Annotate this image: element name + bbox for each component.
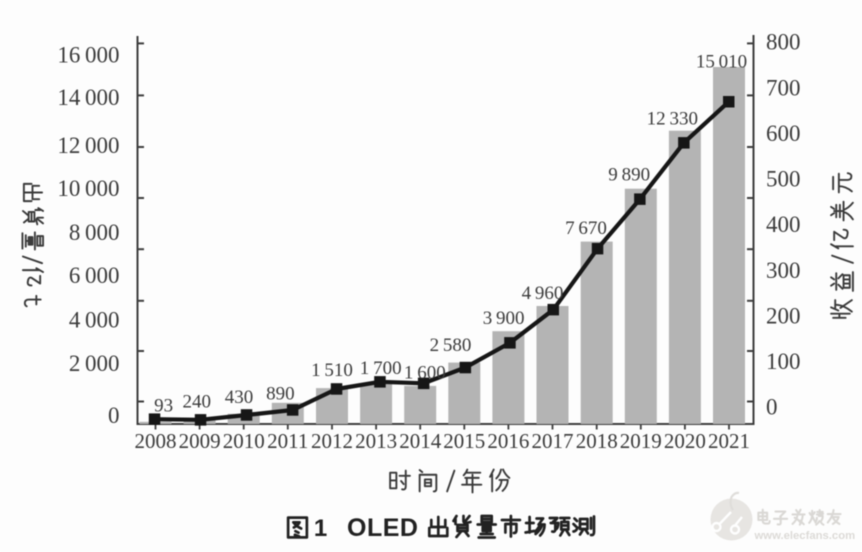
svg-text:200: 200 — [766, 303, 801, 328]
svg-text:4 960: 4 960 — [522, 283, 564, 304]
svg-text:2015: 2015 — [443, 429, 485, 453]
svg-text:1 600: 1 600 — [404, 363, 446, 384]
svg-text:0: 0 — [108, 403, 120, 428]
svg-text:2009: 2009 — [179, 429, 221, 453]
svg-text:15 010: 15 010 — [696, 51, 747, 72]
svg-text:400: 400 — [766, 212, 801, 237]
svg-text:3 900: 3 900 — [483, 308, 525, 329]
svg-text:14 000: 14 000 — [57, 85, 119, 110]
svg-text:2 580: 2 580 — [430, 335, 472, 356]
svg-text:2019: 2019 — [620, 429, 662, 453]
svg-text:2014: 2014 — [399, 429, 442, 453]
svg-text:6 000: 6 000 — [69, 263, 120, 288]
svg-text:2010: 2010 — [223, 429, 265, 453]
svg-text:2021: 2021 — [708, 429, 750, 453]
svg-text:800: 800 — [766, 30, 801, 55]
svg-text:240: 240 — [182, 392, 211, 413]
svg-text:2012: 2012 — [311, 429, 353, 453]
svg-text:2 000: 2 000 — [69, 351, 120, 376]
svg-text:1 510: 1 510 — [311, 360, 353, 381]
svg-text:16 000: 16 000 — [57, 43, 119, 68]
svg-text:600: 600 — [766, 121, 801, 146]
svg-text:7 670: 7 670 — [565, 218, 607, 239]
svg-text:2018: 2018 — [576, 429, 618, 453]
svg-text:2017: 2017 — [532, 429, 574, 453]
svg-text:500: 500 — [766, 167, 801, 192]
svg-text:890: 890 — [266, 384, 295, 405]
svg-text:300: 300 — [766, 258, 801, 283]
svg-text:8 000: 8 000 — [69, 220, 120, 245]
svg-text:2013: 2013 — [355, 429, 397, 453]
svg-text:www.elecfans.com: www.elecfans.com — [754, 530, 856, 542]
svg-text:430: 430 — [225, 387, 254, 408]
svg-text:10 000: 10 000 — [57, 176, 119, 201]
svg-text:2020: 2020 — [664, 429, 706, 453]
svg-text:9 890: 9 890 — [608, 164, 650, 185]
svg-text:12 330: 12 330 — [647, 109, 698, 130]
svg-text:12 000: 12 000 — [57, 133, 119, 158]
svg-text:1 700: 1 700 — [360, 358, 402, 379]
svg-text:2008: 2008 — [135, 429, 177, 453]
svg-text:4 000: 4 000 — [69, 308, 120, 333]
svg-text:2016: 2016 — [487, 429, 529, 453]
svg-text:2011: 2011 — [267, 429, 308, 453]
svg-text:OLED: OLED — [347, 514, 418, 542]
svg-text:100: 100 — [766, 349, 801, 374]
svg-text:1: 1 — [314, 515, 327, 542]
svg-text:0: 0 — [766, 395, 778, 420]
svg-text:700: 700 — [766, 75, 801, 100]
svg-text:93: 93 — [154, 396, 173, 417]
